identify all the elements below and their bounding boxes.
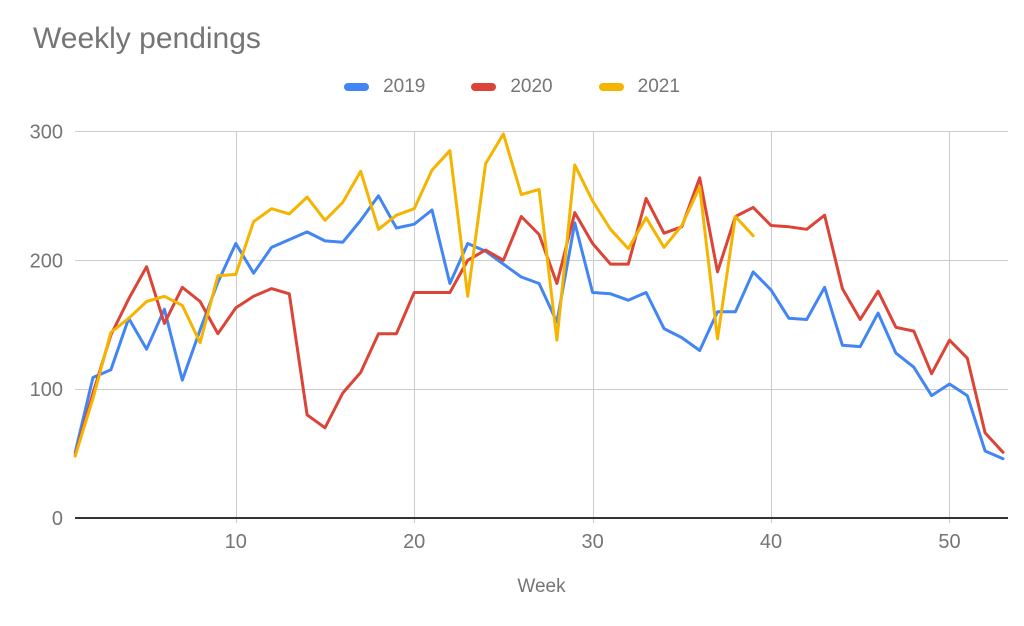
x-tick-label: 40 <box>760 531 782 553</box>
legend-item-label: 2021 <box>637 76 680 97</box>
legend-swatch-icon <box>598 83 624 91</box>
y-axis-labels: 0 100 200 300 <box>30 121 63 530</box>
legend-swatch-icon <box>471 83 497 91</box>
legend-item-2020[interactable]: 2020 <box>471 76 553 98</box>
x-axis-title: Week <box>517 576 566 597</box>
legend-item-label: 2020 <box>510 76 553 97</box>
series-line-2020[interactable] <box>73 176 1005 457</box>
series-line-2019[interactable] <box>73 194 1005 461</box>
y-tick-label: 100 <box>30 379 63 401</box>
gridlines <box>75 131 1008 523</box>
legend-item-label: 2019 <box>383 76 426 97</box>
x-tick-label: 10 <box>225 531 247 553</box>
x-tick-label: 30 <box>581 531 603 553</box>
chart-title: Weekly pendings <box>33 22 261 55</box>
x-tick-label: 20 <box>403 531 425 553</box>
x-axis-labels: 10 20 30 40 50 <box>225 531 961 553</box>
legend-item-2021[interactable]: 2021 <box>598 76 680 98</box>
y-tick-label: 300 <box>30 121 63 143</box>
legend: 2019 2020 2021 <box>0 76 1024 98</box>
legend-item-2019[interactable]: 2019 <box>344 76 425 98</box>
legend-swatch-icon <box>344 83 370 91</box>
x-tick-label: 50 <box>938 531 960 553</box>
series-line-2021[interactable] <box>73 132 755 458</box>
y-tick-label: 200 <box>30 250 63 272</box>
y-tick-label: 0 <box>52 508 63 530</box>
